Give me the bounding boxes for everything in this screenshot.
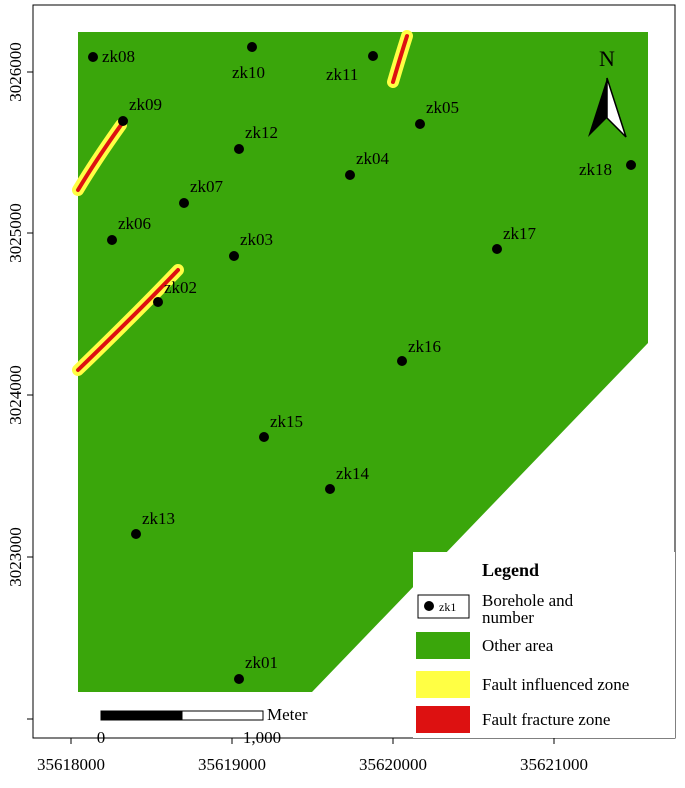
borehole-zk14: zk14 xyxy=(325,464,370,494)
y-tick-label: 3025000 xyxy=(6,203,25,263)
borehole-zk15: zk15 xyxy=(259,412,303,442)
borehole-zk06: zk06 xyxy=(107,214,151,245)
borehole-zk10: zk10 xyxy=(232,42,265,82)
legend-fault-influenced: Fault influenced zone xyxy=(482,675,629,694)
x-axis-labels: 35618000 35619000 35620000 35621000 xyxy=(37,755,588,774)
borehole-label: zk11 xyxy=(326,65,358,84)
borehole-zk09: zk09 xyxy=(118,95,162,126)
fault-zones xyxy=(72,30,413,376)
x-tick-label: 35621000 xyxy=(520,755,588,774)
scale-unit: Meter xyxy=(267,705,308,724)
y-tick-label: 3023000 xyxy=(6,527,25,587)
borehole-label: zk07 xyxy=(190,177,224,196)
legend-borehole-line2: number xyxy=(482,608,534,627)
borehole-zk05: zk05 xyxy=(415,98,459,129)
borehole-zk03: zk03 xyxy=(229,230,273,261)
fault-fracture-zone-nw xyxy=(76,123,123,192)
legend-other-area: Other area xyxy=(482,636,554,655)
borehole-zk04: zk04 xyxy=(345,149,390,180)
north-arrow-icon xyxy=(588,78,607,137)
borehole-label: zk17 xyxy=(503,224,537,243)
y-axis-ticks xyxy=(27,71,33,720)
x-tick-label: 35619000 xyxy=(198,755,266,774)
legend-swatch-fault-fracture xyxy=(416,706,470,733)
borehole-zk13: zk13 xyxy=(131,509,175,539)
borehole-label: zk01 xyxy=(245,653,278,672)
scale-end: 1,000 xyxy=(243,728,281,747)
borehole-label: zk09 xyxy=(129,95,162,114)
legend-fault-fracture: Fault fracture zone xyxy=(482,710,610,729)
borehole-zk11: zk11 xyxy=(326,51,378,84)
borehole-label: zk03 xyxy=(240,230,273,249)
north-arrow: N xyxy=(588,46,627,138)
legend-borehole-sample: zk1 xyxy=(439,600,456,614)
borehole-label: zk05 xyxy=(426,98,459,117)
borehole-label: zk15 xyxy=(270,412,303,431)
fault-fracture-zone-w xyxy=(76,268,180,372)
borehole-label: zk02 xyxy=(164,278,197,297)
scale-start: 0 xyxy=(97,728,106,747)
legend-borehole-line1: Borehole and xyxy=(482,591,574,610)
borehole-zk12: zk12 xyxy=(234,123,278,154)
borehole-zk02: zk02 xyxy=(153,278,197,307)
borehole-zk08: zk08 xyxy=(88,47,135,66)
borehole-label: zk10 xyxy=(232,63,265,82)
y-tick-label: 3024000 xyxy=(6,365,25,425)
legend-swatch-other-area xyxy=(416,632,470,659)
scale-bar: Meter 0 1,000 xyxy=(97,705,308,747)
x-tick-label: 35620000 xyxy=(359,755,427,774)
borehole-zk01: zk01 xyxy=(234,653,278,684)
x-tick-label: 35618000 xyxy=(37,755,105,774)
legend-swatch-fault-influenced xyxy=(416,671,470,698)
borehole-label: zk06 xyxy=(118,214,151,233)
x-axis-ticks xyxy=(70,738,555,744)
borehole-label: zk12 xyxy=(245,123,278,142)
y-tick-label: 3026000 xyxy=(6,42,25,102)
legend-title: Legend xyxy=(482,560,539,580)
borehole-label: zk14 xyxy=(336,464,370,483)
y-axis-labels: 3026000 3025000 3024000 3023000 xyxy=(6,42,25,587)
map-frame xyxy=(32,4,676,739)
borehole-label: zk16 xyxy=(408,337,441,356)
study-area-polygon xyxy=(78,32,648,692)
legend: Legend zk1 Borehole and number Other are… xyxy=(413,552,675,738)
north-label: N xyxy=(599,46,615,71)
borehole-zk07: zk07 xyxy=(179,177,224,208)
borehole-zk17: zk17 xyxy=(492,224,537,254)
borehole-label: zk08 xyxy=(102,47,135,66)
borehole-legend-icon xyxy=(424,601,434,611)
borehole-label: zk18 xyxy=(579,160,612,179)
borehole-label: zk04 xyxy=(356,149,390,168)
borehole-zk18: zk18 xyxy=(579,160,636,179)
fault-fracture-zone-ne xyxy=(391,34,409,84)
borehole-label: zk13 xyxy=(142,509,175,528)
borehole-zk16: zk16 xyxy=(397,337,441,366)
